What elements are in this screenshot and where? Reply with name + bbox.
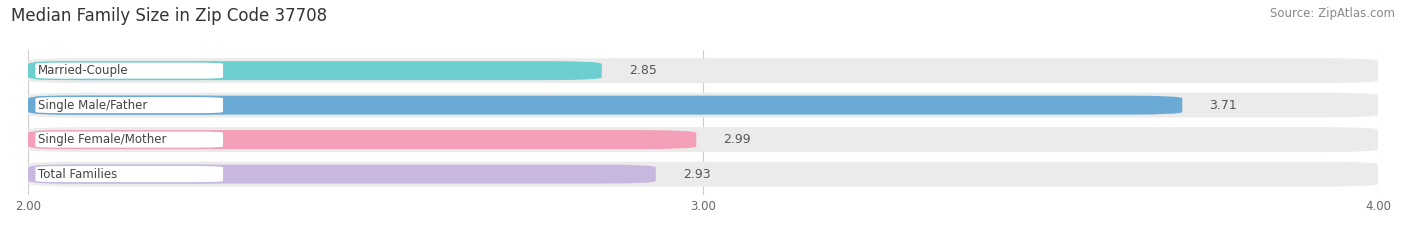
Text: 2.99: 2.99 (723, 133, 751, 146)
FancyBboxPatch shape (35, 131, 224, 148)
Text: 2.85: 2.85 (628, 64, 657, 77)
FancyBboxPatch shape (28, 96, 1182, 115)
Text: 3.71: 3.71 (1209, 99, 1237, 112)
Text: Total Families: Total Families (38, 168, 117, 181)
FancyBboxPatch shape (35, 165, 224, 183)
Text: Median Family Size in Zip Code 37708: Median Family Size in Zip Code 37708 (11, 7, 328, 25)
FancyBboxPatch shape (28, 93, 1378, 117)
Text: Single Female/Mother: Single Female/Mother (38, 133, 167, 146)
FancyBboxPatch shape (28, 58, 1378, 83)
Text: Source: ZipAtlas.com: Source: ZipAtlas.com (1270, 7, 1395, 20)
FancyBboxPatch shape (28, 127, 1378, 152)
FancyBboxPatch shape (28, 130, 696, 149)
FancyBboxPatch shape (28, 164, 655, 184)
Text: 2.93: 2.93 (683, 168, 710, 181)
FancyBboxPatch shape (28, 162, 1378, 186)
Text: Single Male/Father: Single Male/Father (38, 99, 148, 112)
FancyBboxPatch shape (35, 96, 224, 114)
FancyBboxPatch shape (35, 62, 224, 79)
FancyBboxPatch shape (28, 61, 602, 80)
Text: Married-Couple: Married-Couple (38, 64, 129, 77)
